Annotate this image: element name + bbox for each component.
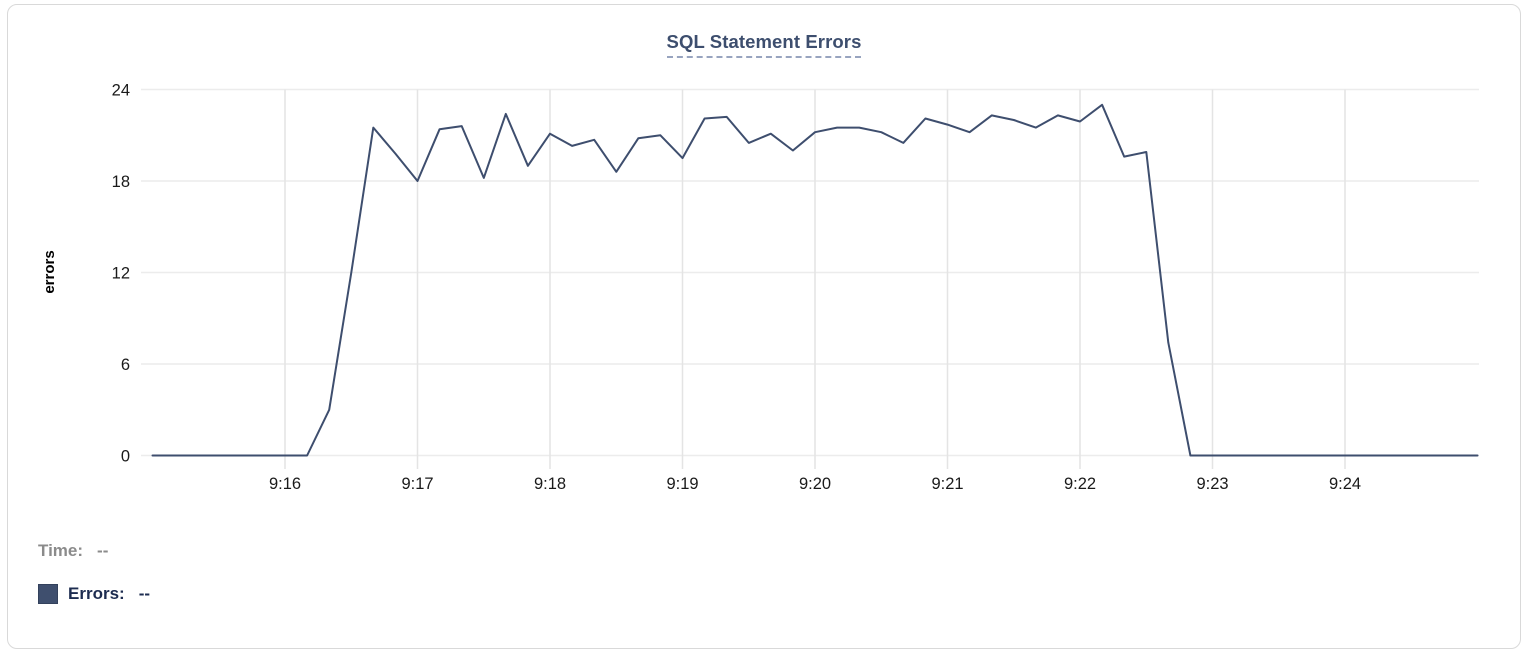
errors-value: -- (138, 584, 151, 603)
errors-series-swatch (38, 584, 58, 604)
x-tick-label: 9:24 (1329, 475, 1361, 493)
chart-title-link[interactable]: SQL Statement Errors (666, 31, 862, 58)
y-tick-label: 12 (112, 265, 130, 283)
errors-label: Errors: (68, 584, 125, 603)
x-tick-label: 9:21 (931, 475, 963, 493)
x-tick-label: 9:17 (401, 475, 433, 493)
series-line-errors[interactable] (151, 103, 1479, 457)
time-value: -- (97, 541, 109, 560)
legend-time-row: Time: -- (38, 541, 108, 561)
x-tick-label: 9:18 (534, 475, 566, 493)
x-tick-label: 9:23 (1196, 475, 1228, 493)
y-tick-label: 6 (121, 356, 130, 374)
legend-errors-row: Errors: -- (38, 584, 150, 604)
x-tick-label: 9:16 (269, 475, 301, 493)
y-tick-label: 24 (112, 82, 130, 100)
chart-card: SQL Statement Errors 0 6 12 18 24 9:16 9:17 9:1… (7, 4, 1521, 649)
y-tick-label: 0 (121, 448, 130, 466)
errors-line-chart[interactable]: 0 6 12 18 24 9:16 9:17 9:18 9:19 9:20 9:21 9:22 9:23… (8, 5, 1528, 657)
x-tick-label: 9:19 (666, 475, 698, 493)
chart-title-wrap: SQL Statement Errors (8, 31, 1520, 58)
x-tick-label: 9:20 (799, 475, 831, 493)
y-axis-title: errors (41, 250, 58, 293)
y-tick-label: 18 (112, 173, 130, 191)
time-label: Time: (38, 541, 84, 560)
x-tick-label: 9:22 (1064, 475, 1096, 493)
